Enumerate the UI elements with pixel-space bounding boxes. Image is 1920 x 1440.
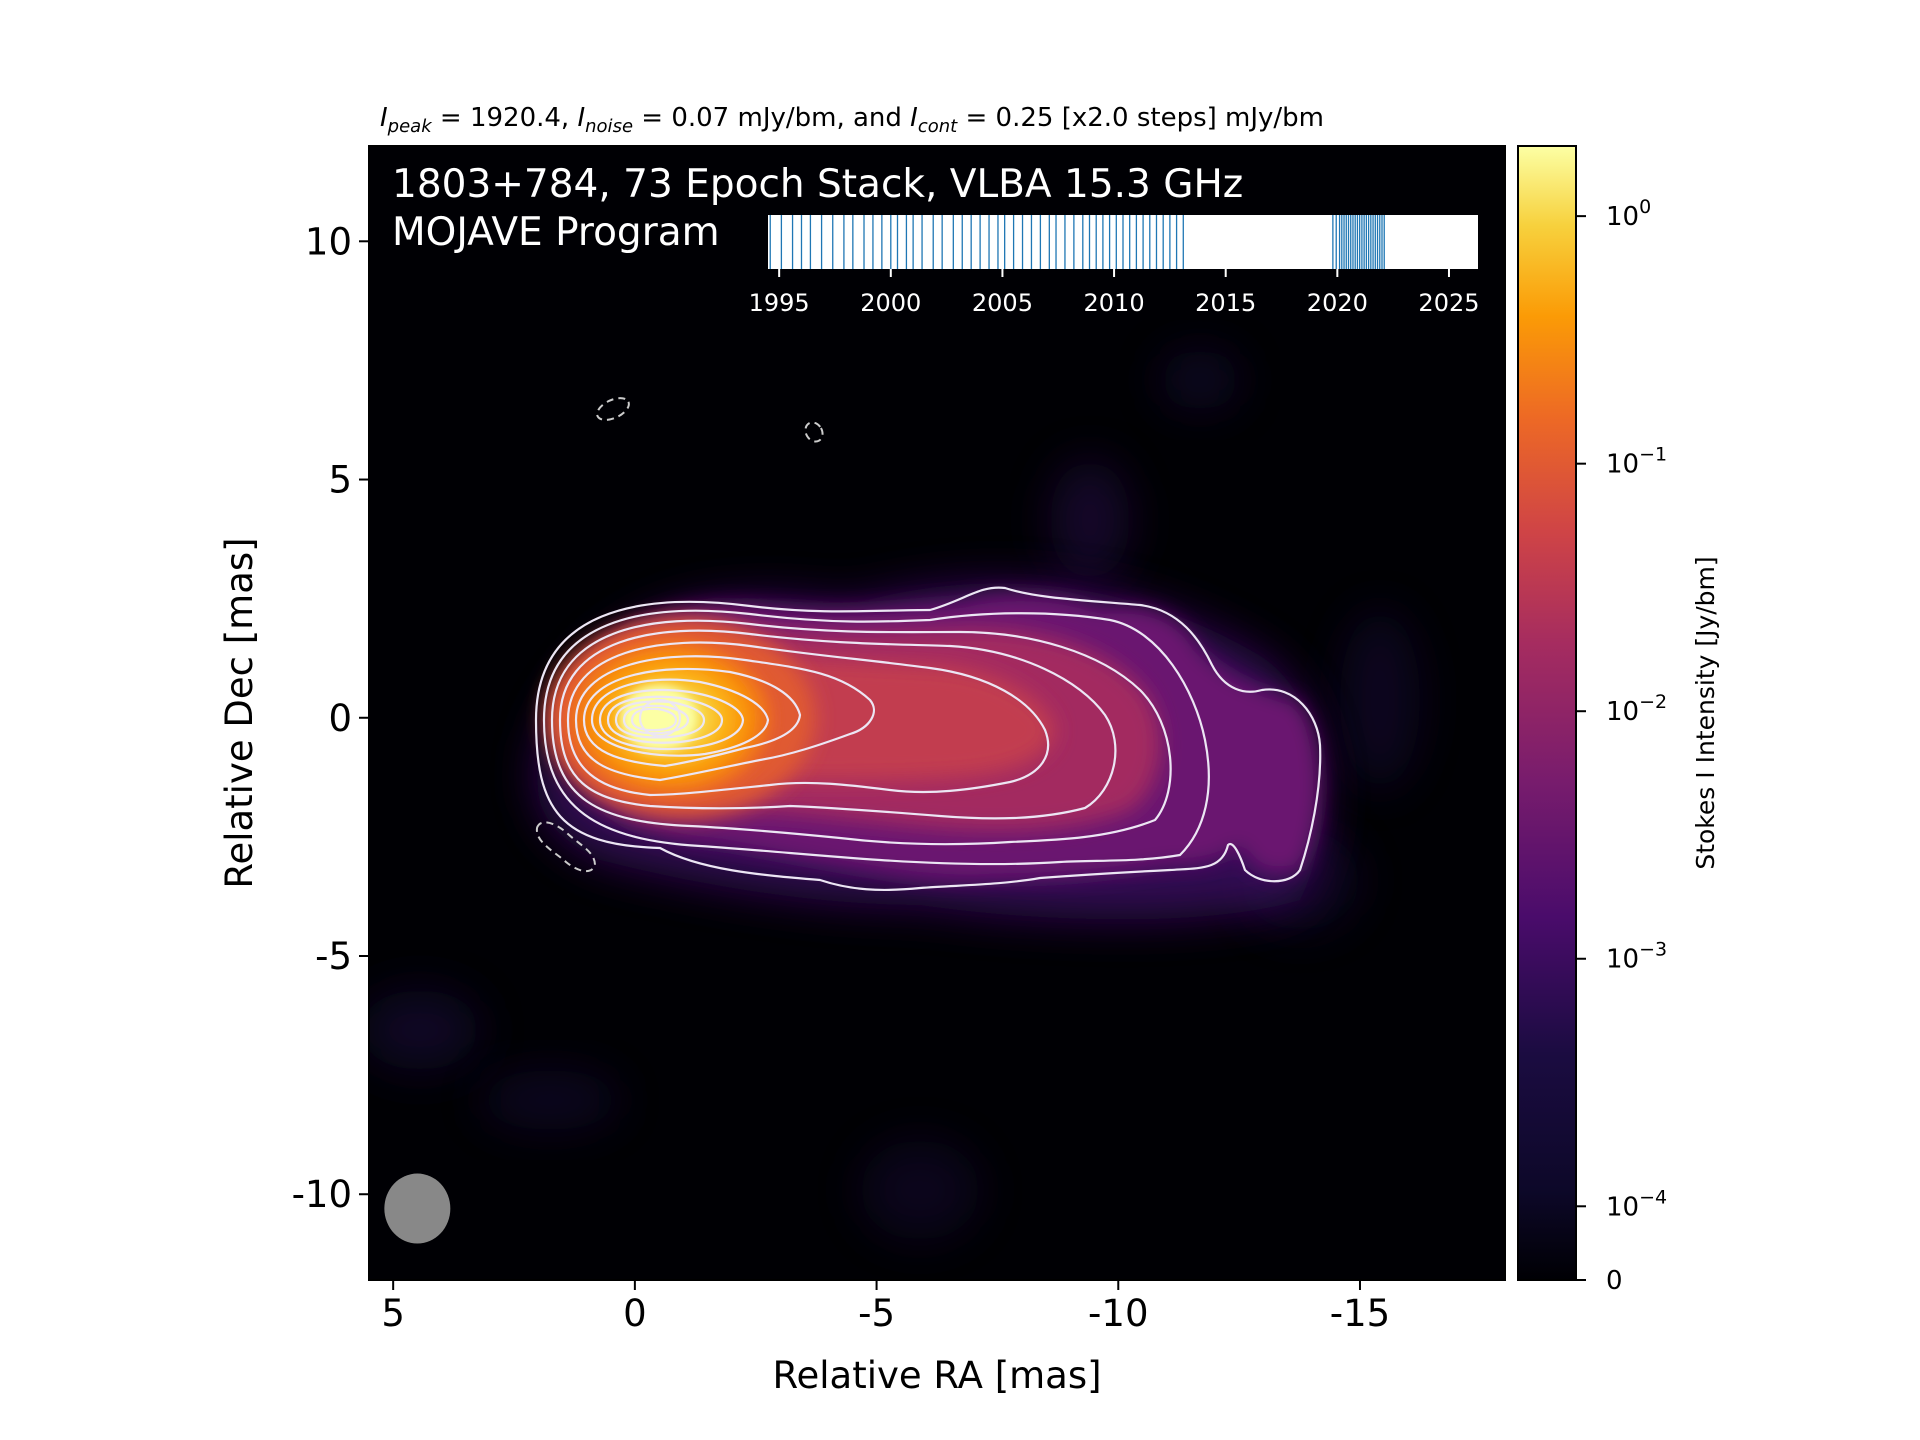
x-axis-label: Relative RA [mas] — [772, 1354, 1101, 1397]
timeline-tick-label: 2020 — [1307, 289, 1368, 317]
timeline-tick-label: 2000 — [860, 289, 921, 317]
beam-ellipse — [384, 1173, 451, 1244]
colorbar-tick-label: 100 — [1606, 196, 1651, 232]
noise-subscript: noise — [585, 116, 633, 137]
peak-subscript: peak — [387, 116, 434, 137]
x-tick-label: -10 — [1088, 1292, 1148, 1335]
noise-symbol: I — [577, 103, 585, 133]
colorbar-tick-label: 10−4 — [1606, 1186, 1667, 1222]
x-tick-label: -5 — [858, 1292, 895, 1335]
image-panel: 1803+784, 73 Epoch Stack, VLBA 15.3 GHz … — [368, 145, 1506, 1281]
negative-contours — [535, 397, 824, 873]
intensity-contours — [534, 586, 1322, 891]
timeline-ticks: 1995 2000 2005 2010 2015 2020 2025 — [749, 269, 1480, 317]
emission-map — [369, 350, 1420, 1244]
cont-symbol: I — [910, 103, 918, 133]
x-axis-ticks: 5 0 -5 -10 -15 — [381, 1280, 1390, 1335]
timeline-tick-label: 2010 — [1084, 289, 1145, 317]
x-tick-label: -15 — [1330, 1292, 1390, 1335]
timeline-tick-label: 1995 — [749, 289, 810, 317]
colorbar-tick-label: 0 — [1606, 1266, 1623, 1296]
cont-subscript: cont — [918, 116, 958, 137]
plot-header: Ipeak = 1920.4, Inoise = 0.07 mJy/bm, an… — [380, 103, 1324, 137]
x-tick-label: 0 — [623, 1292, 647, 1335]
timeline-tick-label: 2015 — [1195, 289, 1256, 317]
y-axis-ticks: 10 5 0 -5 -10 — [292, 220, 369, 1216]
colorbar-tick-label: 10−2 — [1606, 691, 1667, 727]
colorbar-ticks: 100 10−1 10−2 10−3 10−4 0 — [1576, 196, 1667, 1296]
y-tick-label: -5 — [315, 935, 352, 978]
y-tick-label: 10 — [305, 220, 352, 263]
overlay-title-line2: MOJAVE Program — [392, 210, 720, 255]
y-tick-label: 5 — [328, 459, 352, 502]
cont-value: = 0.25 [x2.0 steps] mJy/bm — [957, 103, 1324, 133]
colorbar-label: Stokes I Intensity [Jy/bm] — [1691, 556, 1720, 869]
colorbar: 100 10−1 10−2 10−3 10−4 0 Stokes I Intensity … — [1517, 145, 1720, 1296]
peak-value: = 1920.4, — [432, 103, 578, 133]
y-axis-label: Relative Dec [mas] — [218, 537, 261, 888]
epoch-timeline: 1995 2000 2005 2010 2015 2020 2025 — [749, 215, 1480, 317]
y-tick-label: 0 — [328, 697, 352, 740]
x-tick-label: 5 — [381, 1292, 405, 1335]
y-tick-label: -10 — [292, 1173, 352, 1216]
colorbar-tick-label: 10−3 — [1606, 939, 1667, 975]
overlay-title-line1: 1803+784, 73 Epoch Stack, VLBA 15.3 GHz — [392, 162, 1243, 207]
colorbar-gradient — [1517, 145, 1577, 1281]
timeline-epochs — [769, 215, 1385, 269]
colorbar-tick-label: 10−1 — [1606, 444, 1667, 480]
timeline-tick-label: 2025 — [1418, 289, 1479, 317]
noise-value: = 0.07 mJy/bm, and — [633, 103, 910, 133]
timeline-tick-label: 2005 — [972, 289, 1033, 317]
peak-symbol: I — [380, 103, 388, 133]
